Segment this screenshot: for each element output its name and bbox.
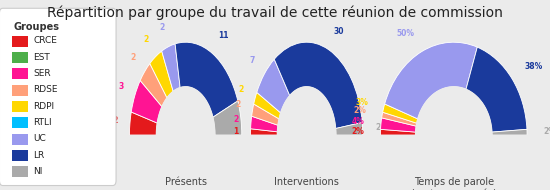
Bar — [12, 68, 28, 79]
Text: 2%: 2% — [354, 106, 366, 115]
Polygon shape — [250, 135, 363, 186]
Text: 2: 2 — [112, 116, 118, 125]
Polygon shape — [277, 87, 336, 186]
Text: 38%: 38% — [525, 62, 543, 71]
Wedge shape — [381, 129, 416, 135]
Text: 2: 2 — [130, 53, 136, 62]
Polygon shape — [416, 87, 492, 186]
Text: 4%: 4% — [352, 116, 365, 126]
Text: 2%: 2% — [351, 127, 364, 136]
Wedge shape — [140, 63, 167, 107]
Bar — [12, 134, 28, 145]
Wedge shape — [383, 104, 418, 123]
Text: RDPI: RDPI — [34, 102, 54, 111]
Text: LR: LR — [34, 150, 45, 159]
Text: 11: 11 — [218, 31, 229, 40]
Text: UC: UC — [34, 134, 46, 143]
Text: 2: 2 — [375, 123, 380, 132]
Text: 7: 7 — [250, 56, 255, 65]
Polygon shape — [156, 87, 215, 186]
Text: 30: 30 — [334, 27, 344, 36]
Text: EST: EST — [34, 53, 50, 62]
Text: SER: SER — [34, 69, 51, 78]
Text: 2%: 2% — [543, 127, 550, 136]
Text: 2: 2 — [159, 23, 164, 32]
Wedge shape — [251, 116, 278, 132]
Wedge shape — [336, 123, 363, 135]
Text: Groupes: Groupes — [14, 22, 60, 32]
Bar — [12, 150, 28, 161]
Wedge shape — [175, 42, 238, 117]
Wedge shape — [129, 112, 157, 135]
Wedge shape — [492, 129, 527, 135]
Wedge shape — [252, 104, 279, 125]
Bar — [12, 166, 28, 177]
Polygon shape — [381, 135, 527, 186]
Text: RTLI: RTLI — [34, 118, 52, 127]
Wedge shape — [254, 92, 280, 119]
Wedge shape — [381, 118, 416, 132]
Wedge shape — [384, 42, 477, 119]
Wedge shape — [162, 44, 180, 91]
Wedge shape — [131, 81, 162, 123]
Text: 2: 2 — [235, 100, 241, 109]
Wedge shape — [274, 42, 362, 128]
Text: 3%: 3% — [355, 98, 368, 107]
Text: 2: 2 — [234, 115, 239, 124]
Wedge shape — [382, 112, 417, 126]
Bar — [12, 85, 28, 96]
Text: CRCE: CRCE — [34, 36, 57, 45]
Text: 2: 2 — [239, 86, 244, 94]
Text: NI: NI — [34, 167, 43, 176]
Text: Interventions: Interventions — [274, 177, 339, 187]
Text: 2: 2 — [144, 35, 149, 44]
Text: Temps de parole
(mots prononcés): Temps de parole (mots prononcés) — [411, 177, 497, 190]
Text: Répartition par groupe du travail de cette réunion de commission: Répartition par groupe du travail de cet… — [47, 6, 503, 20]
Wedge shape — [250, 129, 278, 135]
Text: Présents: Présents — [164, 177, 207, 187]
Text: 1: 1 — [233, 127, 238, 136]
Text: 50%: 50% — [397, 29, 415, 38]
Wedge shape — [213, 101, 242, 135]
Text: 3: 3 — [253, 109, 258, 118]
FancyBboxPatch shape — [0, 8, 116, 185]
Text: RDSE: RDSE — [34, 85, 58, 94]
Bar — [12, 36, 28, 47]
Bar — [12, 101, 28, 112]
Wedge shape — [466, 47, 527, 132]
Bar — [12, 52, 28, 63]
Wedge shape — [257, 59, 290, 113]
Wedge shape — [150, 51, 173, 98]
Polygon shape — [129, 135, 242, 186]
Text: 3: 3 — [118, 82, 124, 91]
Bar — [12, 117, 28, 128]
